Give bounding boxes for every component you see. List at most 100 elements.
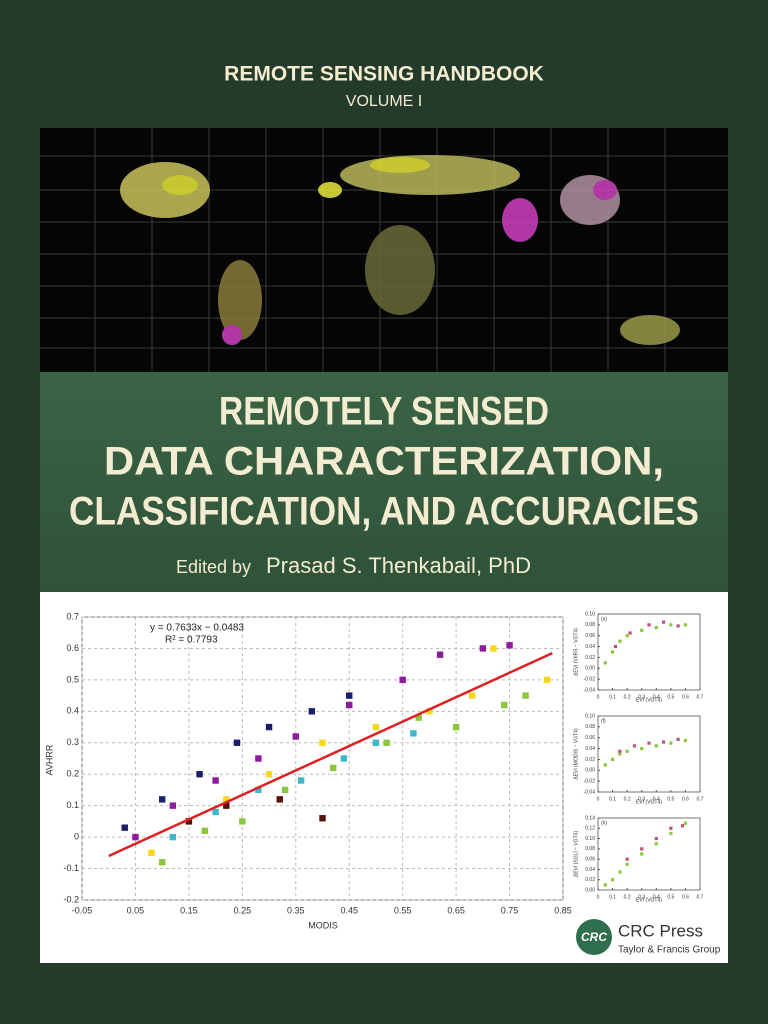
scatter-point — [158, 796, 166, 803]
y-tick-label: 0.06 — [585, 735, 595, 741]
scatter-point — [452, 723, 460, 731]
scatter-point — [683, 821, 688, 825]
x-tick-label: 0.65 — [447, 905, 465, 915]
scatter-point — [647, 741, 651, 745]
y-tick-label: 0.4 — [66, 706, 79, 716]
x-tick-label: 0.15 — [180, 905, 198, 915]
scatter-point — [265, 771, 273, 778]
x-tick-label: 0.25 — [234, 905, 252, 915]
scatter-point — [625, 749, 629, 753]
scatter-point — [654, 744, 658, 748]
scatter-point — [169, 833, 177, 841]
scatter-point — [223, 796, 230, 803]
scatter-point — [625, 857, 629, 861]
x-tick-label: 0 — [597, 694, 600, 700]
x-tick-label: 0.7 — [697, 894, 704, 900]
x-axis-label: EVI (VGT4) — [636, 897, 662, 903]
y-tick-label: -0.1 — [63, 863, 79, 873]
scatter-point — [426, 708, 433, 715]
y-tick-label: 0.04 — [585, 746, 595, 752]
x-tick-label: 0.3 — [638, 894, 645, 900]
scatter-point — [185, 818, 193, 825]
scatter-point — [613, 644, 618, 649]
x-tick-label: 0.5 — [667, 694, 674, 700]
y-axis-label: ΔEVI (SGLI − VGT4) — [573, 831, 579, 878]
y-tick-label: 0.02 — [585, 655, 595, 661]
x-tick-label: 0.6 — [682, 796, 689, 802]
series-title: REMOTE SENSING HANDBOOK — [224, 63, 544, 86]
x-tick-label: 0.2 — [624, 894, 631, 900]
scatter-point — [490, 645, 497, 652]
scatter-point — [680, 824, 685, 828]
scatter-point — [212, 808, 219, 816]
y-tick-label: 0.02 — [585, 757, 595, 763]
x-axis-label: MODIS — [308, 920, 338, 930]
scatter-point — [683, 623, 688, 627]
scatter-point — [223, 802, 230, 809]
x-tick-label: 0.5 — [667, 894, 674, 900]
scatter-point — [618, 870, 622, 874]
x-tick-label: 0.85 — [554, 905, 572, 915]
y-tick-label: 0.00 — [585, 768, 595, 774]
scatter-point — [610, 878, 615, 882]
annotation: y = 0.7633x − 0.0483 — [150, 623, 244, 634]
x-tick-label: 0.4 — [653, 694, 660, 700]
x-tick-label: 0.7 — [697, 694, 704, 700]
y-tick-label: 0.00 — [585, 666, 595, 672]
y-axis-label: ΔEVI (MODIS − VGT4) — [573, 728, 579, 780]
trend-line — [108, 652, 553, 858]
y-tick-label: -0.04 — [584, 789, 596, 795]
title-line: REMOTELY SENSED — [219, 390, 549, 434]
x-tick-label: 0 — [597, 796, 600, 802]
scatter-point — [399, 676, 406, 684]
scatter-point — [661, 740, 666, 744]
x-tick-label: 0.45 — [340, 905, 358, 915]
y-tick-label: 0.1 — [66, 800, 79, 810]
scatter-point — [239, 818, 246, 825]
scatter-point — [346, 692, 353, 699]
scatter-point — [319, 739, 326, 746]
y-tick-label: -0.02 — [584, 778, 596, 784]
scatter-point — [640, 847, 644, 851]
x-axis-label: EVI (VGT4) — [636, 697, 662, 703]
y-tick-label: 0.7 — [66, 611, 79, 621]
y-tick-label: 0.6 — [66, 643, 79, 653]
scatter-point — [654, 625, 658, 630]
scatter-point — [468, 692, 476, 699]
x-tick-label: 0.3 — [638, 796, 645, 802]
title-line: DATA CHARACTERIZATION, — [104, 440, 664, 484]
x-tick-label: 0.7 — [697, 796, 704, 802]
scatter-point — [479, 645, 487, 652]
y-tick-label: 0 — [74, 831, 79, 841]
scatter-point — [676, 624, 680, 628]
scatter-point — [372, 723, 380, 731]
y-tick-label: 0.10 — [585, 713, 595, 719]
scatter-point — [148, 849, 155, 857]
x-tick-label: 0.2 — [624, 694, 631, 700]
editor: Prasad S. Thenkabail, PhD — [266, 553, 531, 578]
y-tick-label: 0.14 — [585, 815, 595, 821]
y-tick-label: 0.10 — [585, 836, 595, 842]
scatter-point — [610, 757, 615, 762]
scatter-point — [196, 771, 203, 778]
scatter-point — [410, 730, 417, 737]
x-tick-label: 0.3 — [638, 694, 645, 700]
x-tick-label: 0.35 — [287, 905, 305, 915]
scatter-point — [292, 733, 299, 740]
y-tick-label: 0.06 — [585, 856, 595, 862]
scatter-point — [640, 628, 644, 632]
x-tick-label: -0.05 — [72, 905, 93, 915]
scatter-point — [319, 815, 326, 822]
plot-frame — [597, 613, 701, 691]
scatter-point — [676, 737, 680, 741]
y-tick-label: -0.2 — [63, 894, 79, 904]
x-tick-label: 0.75 — [501, 905, 519, 915]
scatter-point — [436, 651, 444, 658]
scatter-point — [647, 623, 651, 627]
x-tick-label: 0.6 — [682, 894, 689, 900]
x-tick-label: 0.1 — [609, 694, 616, 700]
world-map — [40, 128, 728, 372]
y-tick-label: 0.5 — [66, 674, 79, 684]
scatter-point — [329, 764, 337, 772]
